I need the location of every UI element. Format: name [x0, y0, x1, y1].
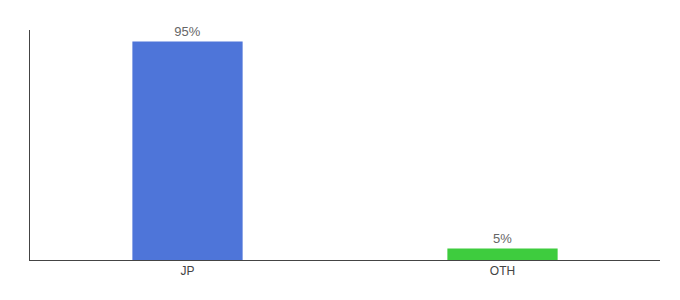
svg-text:OTH: OTH [490, 264, 515, 278]
svg-text:5%: 5% [493, 231, 512, 246]
svg-text:95%: 95% [174, 24, 200, 39]
svg-text:JP: JP [180, 264, 194, 278]
